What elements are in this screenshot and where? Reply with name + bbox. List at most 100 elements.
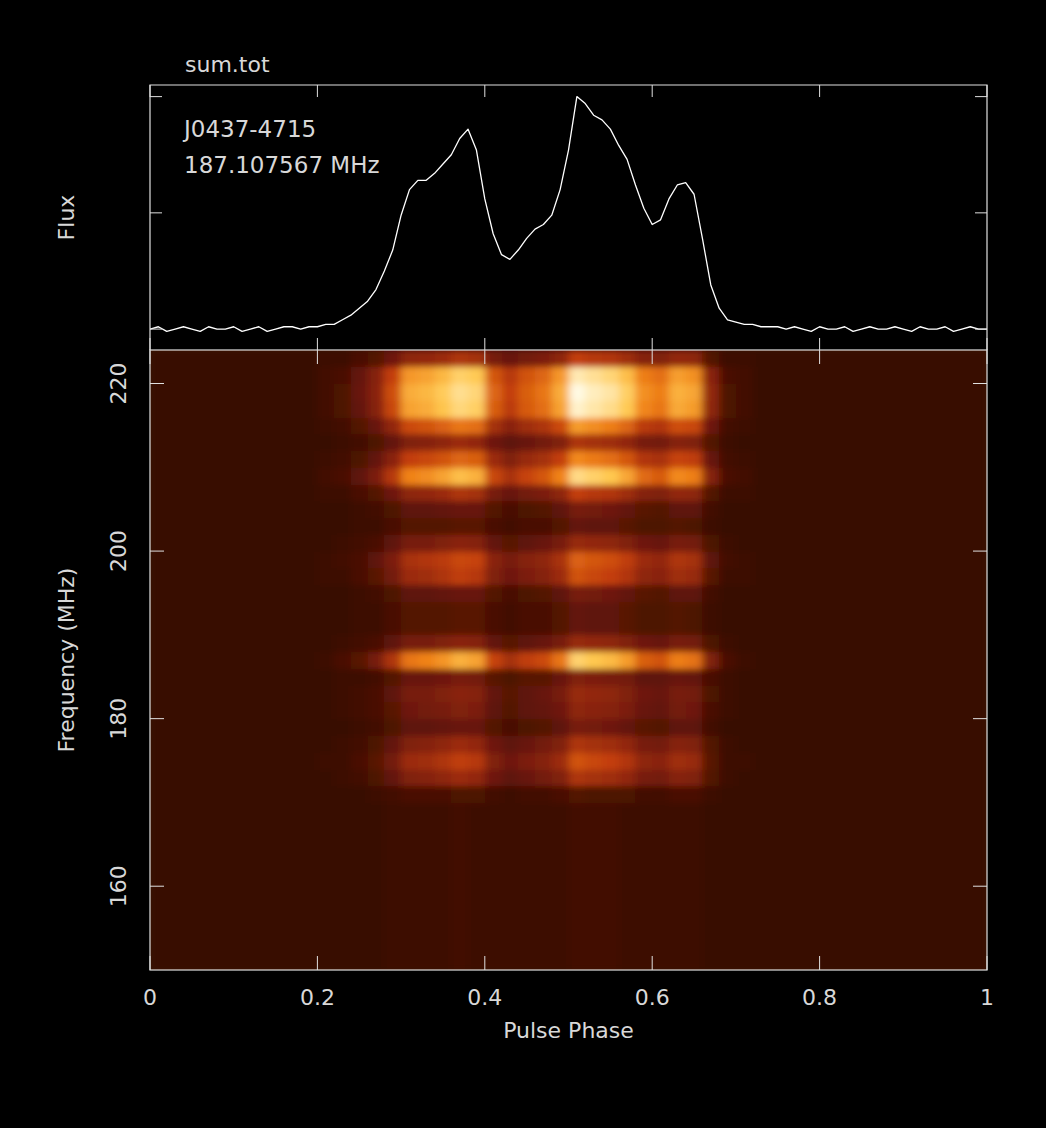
cell [652,752,669,769]
y-tick [973,551,987,552]
x-tick [317,338,318,350]
cell [619,719,636,736]
cell [150,719,318,736]
cell [619,568,636,585]
cell [368,652,385,669]
cell [317,685,334,702]
cell [736,451,753,468]
cell [736,585,753,602]
cell [351,668,368,685]
cell [351,467,368,484]
cell [569,350,586,367]
cell [635,618,652,635]
cell [485,685,502,702]
cell [435,635,452,652]
cell [736,635,753,652]
cell [468,719,485,736]
cell [384,434,401,451]
cell [552,367,569,384]
cell [669,685,686,702]
cell [702,685,719,702]
cell [635,350,652,367]
heatmap-plot [150,350,987,970]
cell [686,518,703,535]
cell [585,367,602,384]
cell [736,518,753,535]
figure: sum.totJ0437-4715187.107567 MHzFlux00.20… [0,0,1046,1128]
cell [435,735,452,752]
cell [585,585,602,602]
cell [351,367,368,384]
cell [602,434,619,451]
cell [317,585,334,602]
cell [150,467,318,484]
cell [150,802,318,970]
cell [502,350,519,367]
cell [435,685,452,702]
cell [502,384,519,401]
cell [652,802,669,970]
cell [150,652,318,669]
x-tick [987,338,988,350]
cell [753,635,987,652]
x-tick [652,338,653,350]
cell [418,752,435,769]
cell [635,786,652,803]
cell [736,484,753,501]
cells [150,350,987,970]
cell [418,685,435,702]
cell [368,467,385,484]
cell [686,702,703,719]
cell [702,417,719,434]
cell [736,467,753,484]
cell [652,451,669,468]
cell [602,467,619,484]
cell [619,618,636,635]
cell [719,769,736,786]
cell [502,618,519,635]
cell [368,702,385,719]
cell [619,434,636,451]
cell [485,568,502,585]
cell [368,484,385,501]
cell [702,585,719,602]
cell [384,769,401,786]
cell [384,786,401,803]
cell [635,534,652,551]
cell [435,652,452,669]
cell [585,685,602,702]
cell [753,618,987,635]
cell [150,568,318,585]
cell [719,484,736,501]
cell [518,752,535,769]
cell [435,618,452,635]
cell [502,786,519,803]
cell [585,668,602,685]
cell [351,752,368,769]
cell [150,618,318,635]
cell [150,434,318,451]
cell [602,601,619,618]
cell [502,601,519,618]
cell [619,467,636,484]
cell [435,702,452,719]
cell [535,652,552,669]
cell [552,802,569,970]
cell [334,568,351,585]
cell [736,534,753,551]
cell [719,451,736,468]
cell [652,551,669,568]
cell [418,551,435,568]
cell [317,568,334,585]
cell [652,400,669,417]
cell [150,400,318,417]
cell [435,367,452,384]
cell [585,451,602,468]
cell [702,484,719,501]
cell [635,802,652,970]
cell [150,501,318,518]
cell [401,601,418,618]
cell [485,668,502,685]
cell [686,467,703,484]
cell [334,735,351,752]
